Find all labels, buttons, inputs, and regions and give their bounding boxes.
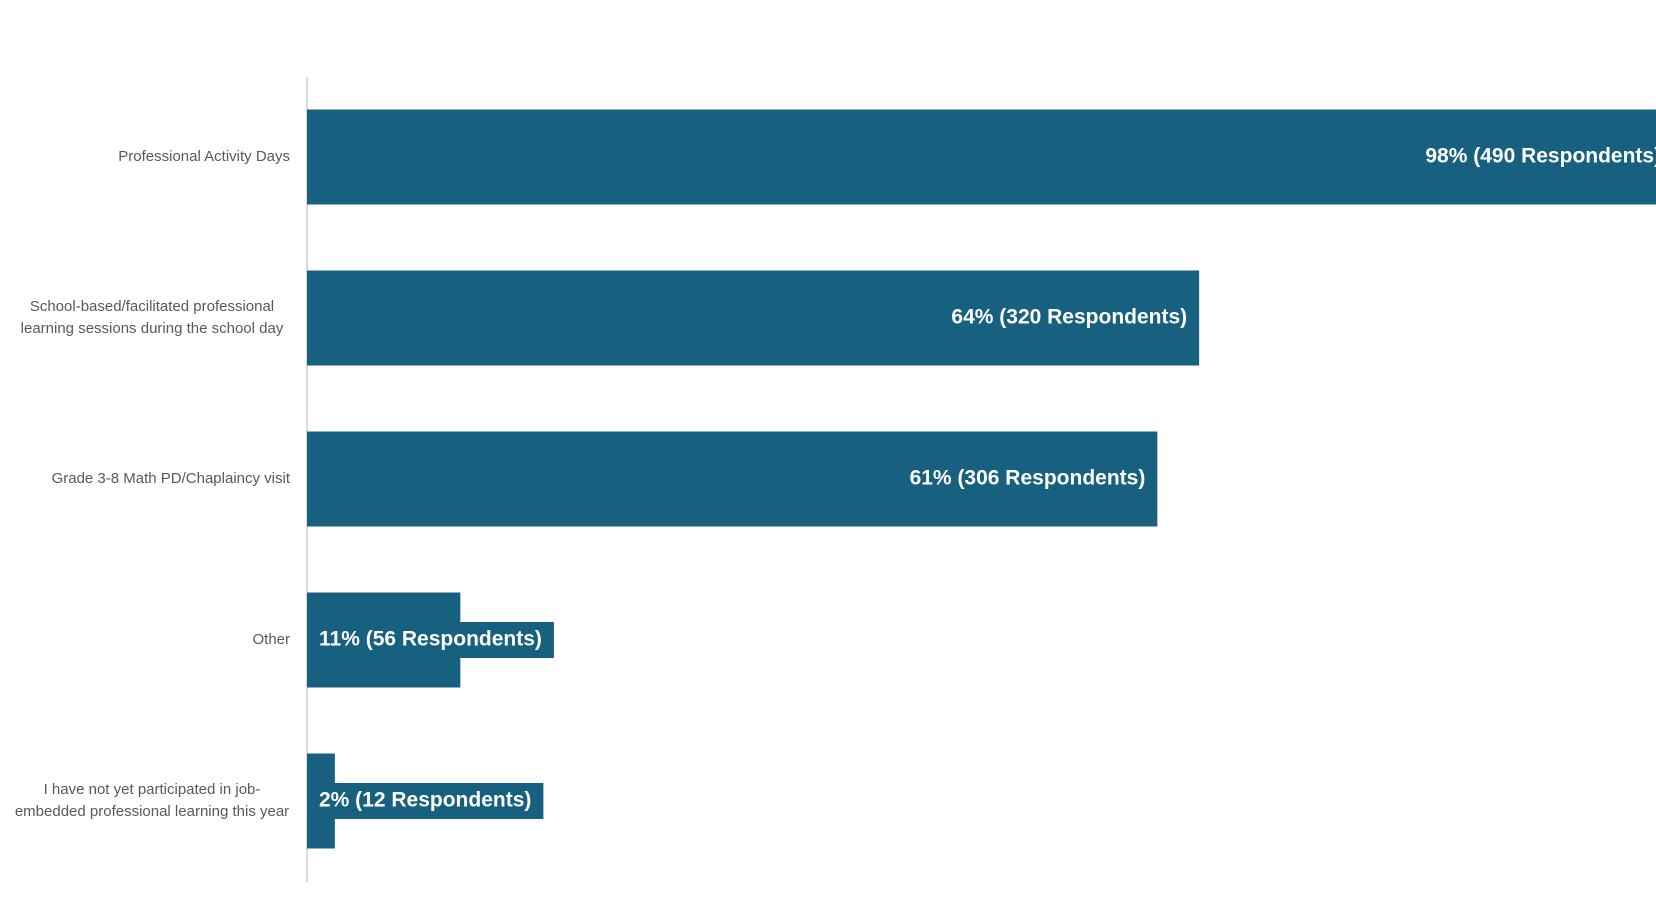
bar <box>307 431 1158 527</box>
category-label: Professional Activity Days <box>118 148 290 165</box>
value-label: 64% (320 Respondents) <box>951 306 1187 329</box>
value-label-bg <box>307 622 554 658</box>
value-label: 98% (490 Respondents) <box>1425 145 1656 168</box>
category-label: I have not yet participated in job-embed… <box>14 781 290 820</box>
category-label: School-based/facilitated professional le… <box>20 298 284 337</box>
bar <box>307 109 1656 205</box>
category-label: Other <box>252 631 290 648</box>
value-label: 61% (306 Respondents) <box>910 467 1146 490</box>
value-label-bg <box>307 783 544 819</box>
value-label: 2% (12 Respondents) <box>319 789 531 812</box>
bar <box>307 270 1200 366</box>
value-label: 11% (56 Respondents) <box>319 628 542 651</box>
category-label: Grade 3-8 Math PD/Chaplaincy visit <box>51 470 290 487</box>
